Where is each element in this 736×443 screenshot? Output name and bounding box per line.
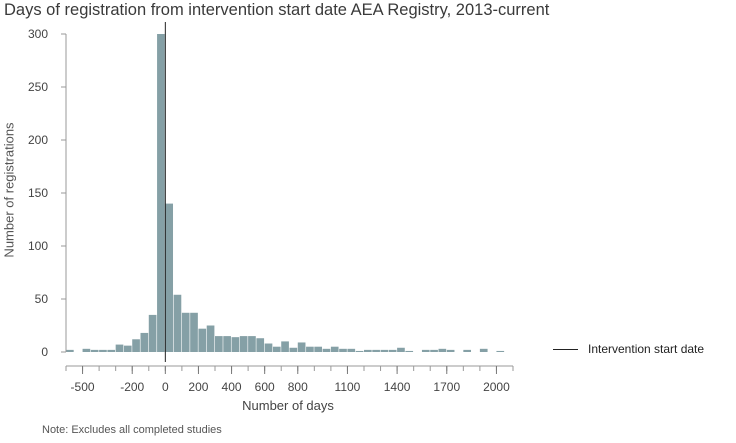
- x-tick-label: 0: [162, 380, 169, 394]
- histogram-bar: [330, 346, 339, 352]
- histogram-bar: [380, 349, 389, 352]
- histogram-bar: [272, 346, 281, 352]
- x-tick-label: 600: [255, 380, 275, 394]
- histogram-bar: [438, 348, 447, 352]
- chart-title: Days of registration from intervention s…: [4, 1, 550, 19]
- histogram-bar: [496, 350, 505, 352]
- x-tick-label: 200: [188, 380, 208, 394]
- histogram-bar: [223, 336, 231, 352]
- y-tick-label: 0: [41, 345, 48, 359]
- histogram-bar: [388, 349, 397, 352]
- y-tick-label: 100: [28, 239, 48, 253]
- legend-line-swatch: [553, 348, 578, 350]
- histogram-bar: [355, 350, 364, 352]
- histogram-bar: [165, 203, 174, 352]
- chart-note: Note: Excludes all completed studies: [42, 424, 222, 436]
- histogram-bar: [248, 336, 256, 352]
- x-tick-label: 800: [288, 380, 308, 394]
- x-axis-label: Number of days: [242, 398, 334, 413]
- histogram-bar: [372, 349, 380, 352]
- histogram-bar: [297, 342, 306, 352]
- histogram-bar: [99, 349, 107, 352]
- histogram-bar: [479, 348, 488, 352]
- histogram-bar: [66, 349, 74, 352]
- y-tick-label: 300: [28, 27, 48, 41]
- y-tick-label: 200: [28, 133, 48, 147]
- x-tick-label: 2000: [483, 380, 510, 394]
- y-tick-label: 50: [35, 292, 49, 306]
- histogram-bar: [107, 349, 116, 352]
- legend-label: Intervention start date: [588, 342, 705, 356]
- histogram-bar: [190, 312, 198, 352]
- histogram-bar: [123, 345, 132, 352]
- histogram-bar: [181, 312, 190, 352]
- histogram-bar: [314, 346, 323, 352]
- histogram-bar: [215, 336, 223, 352]
- histogram-bar: [347, 348, 356, 352]
- axes-layer: 0 50 100 150 200 250 300 -500 -200 0 200 400 600 800 1…: [28, 27, 514, 394]
- histogram-bar: [339, 348, 347, 352]
- histogram-bar: [364, 349, 372, 352]
- legend: Intervention start date: [553, 342, 704, 356]
- x-tick-label: 1400: [384, 380, 411, 394]
- histogram-bar: [132, 339, 140, 352]
- histogram-bar: [173, 294, 182, 352]
- y-tick-label: 150: [28, 186, 48, 200]
- x-tick-label: -200: [120, 380, 144, 394]
- y-tick-label: 250: [28, 80, 48, 94]
- histogram-bar: [148, 314, 157, 352]
- histogram-bar: [289, 347, 298, 352]
- histogram-bar: [306, 346, 314, 352]
- histogram-bar: [90, 349, 99, 352]
- histogram-bar: [264, 343, 273, 352]
- histogram-bar: [157, 34, 165, 352]
- histogram-bar: [140, 332, 149, 352]
- histogram-bar: [231, 337, 240, 352]
- histogram-bar: [198, 328, 207, 352]
- histogram-bar: [322, 348, 331, 352]
- histogram-bar: [281, 341, 289, 352]
- histogram-bar: [206, 325, 215, 352]
- histogram-bar: [463, 349, 472, 352]
- x-tick-label: 400: [222, 380, 242, 394]
- histogram-bar: [446, 349, 455, 352]
- histogram-bar: [397, 347, 405, 352]
- histogram-bar: [82, 348, 91, 352]
- histogram-bar: [115, 344, 124, 352]
- x-tick-label: 1100: [335, 380, 361, 394]
- histogram-bar: [256, 338, 265, 352]
- x-tick-label: 1700: [433, 380, 460, 394]
- histogram-bar: [239, 336, 248, 352]
- histogram-bar: [421, 349, 430, 352]
- histogram-bar: [430, 349, 438, 352]
- bars-layer: [66, 34, 505, 352]
- x-tick-label: -500: [71, 380, 95, 394]
- histogram-bar: [405, 350, 414, 352]
